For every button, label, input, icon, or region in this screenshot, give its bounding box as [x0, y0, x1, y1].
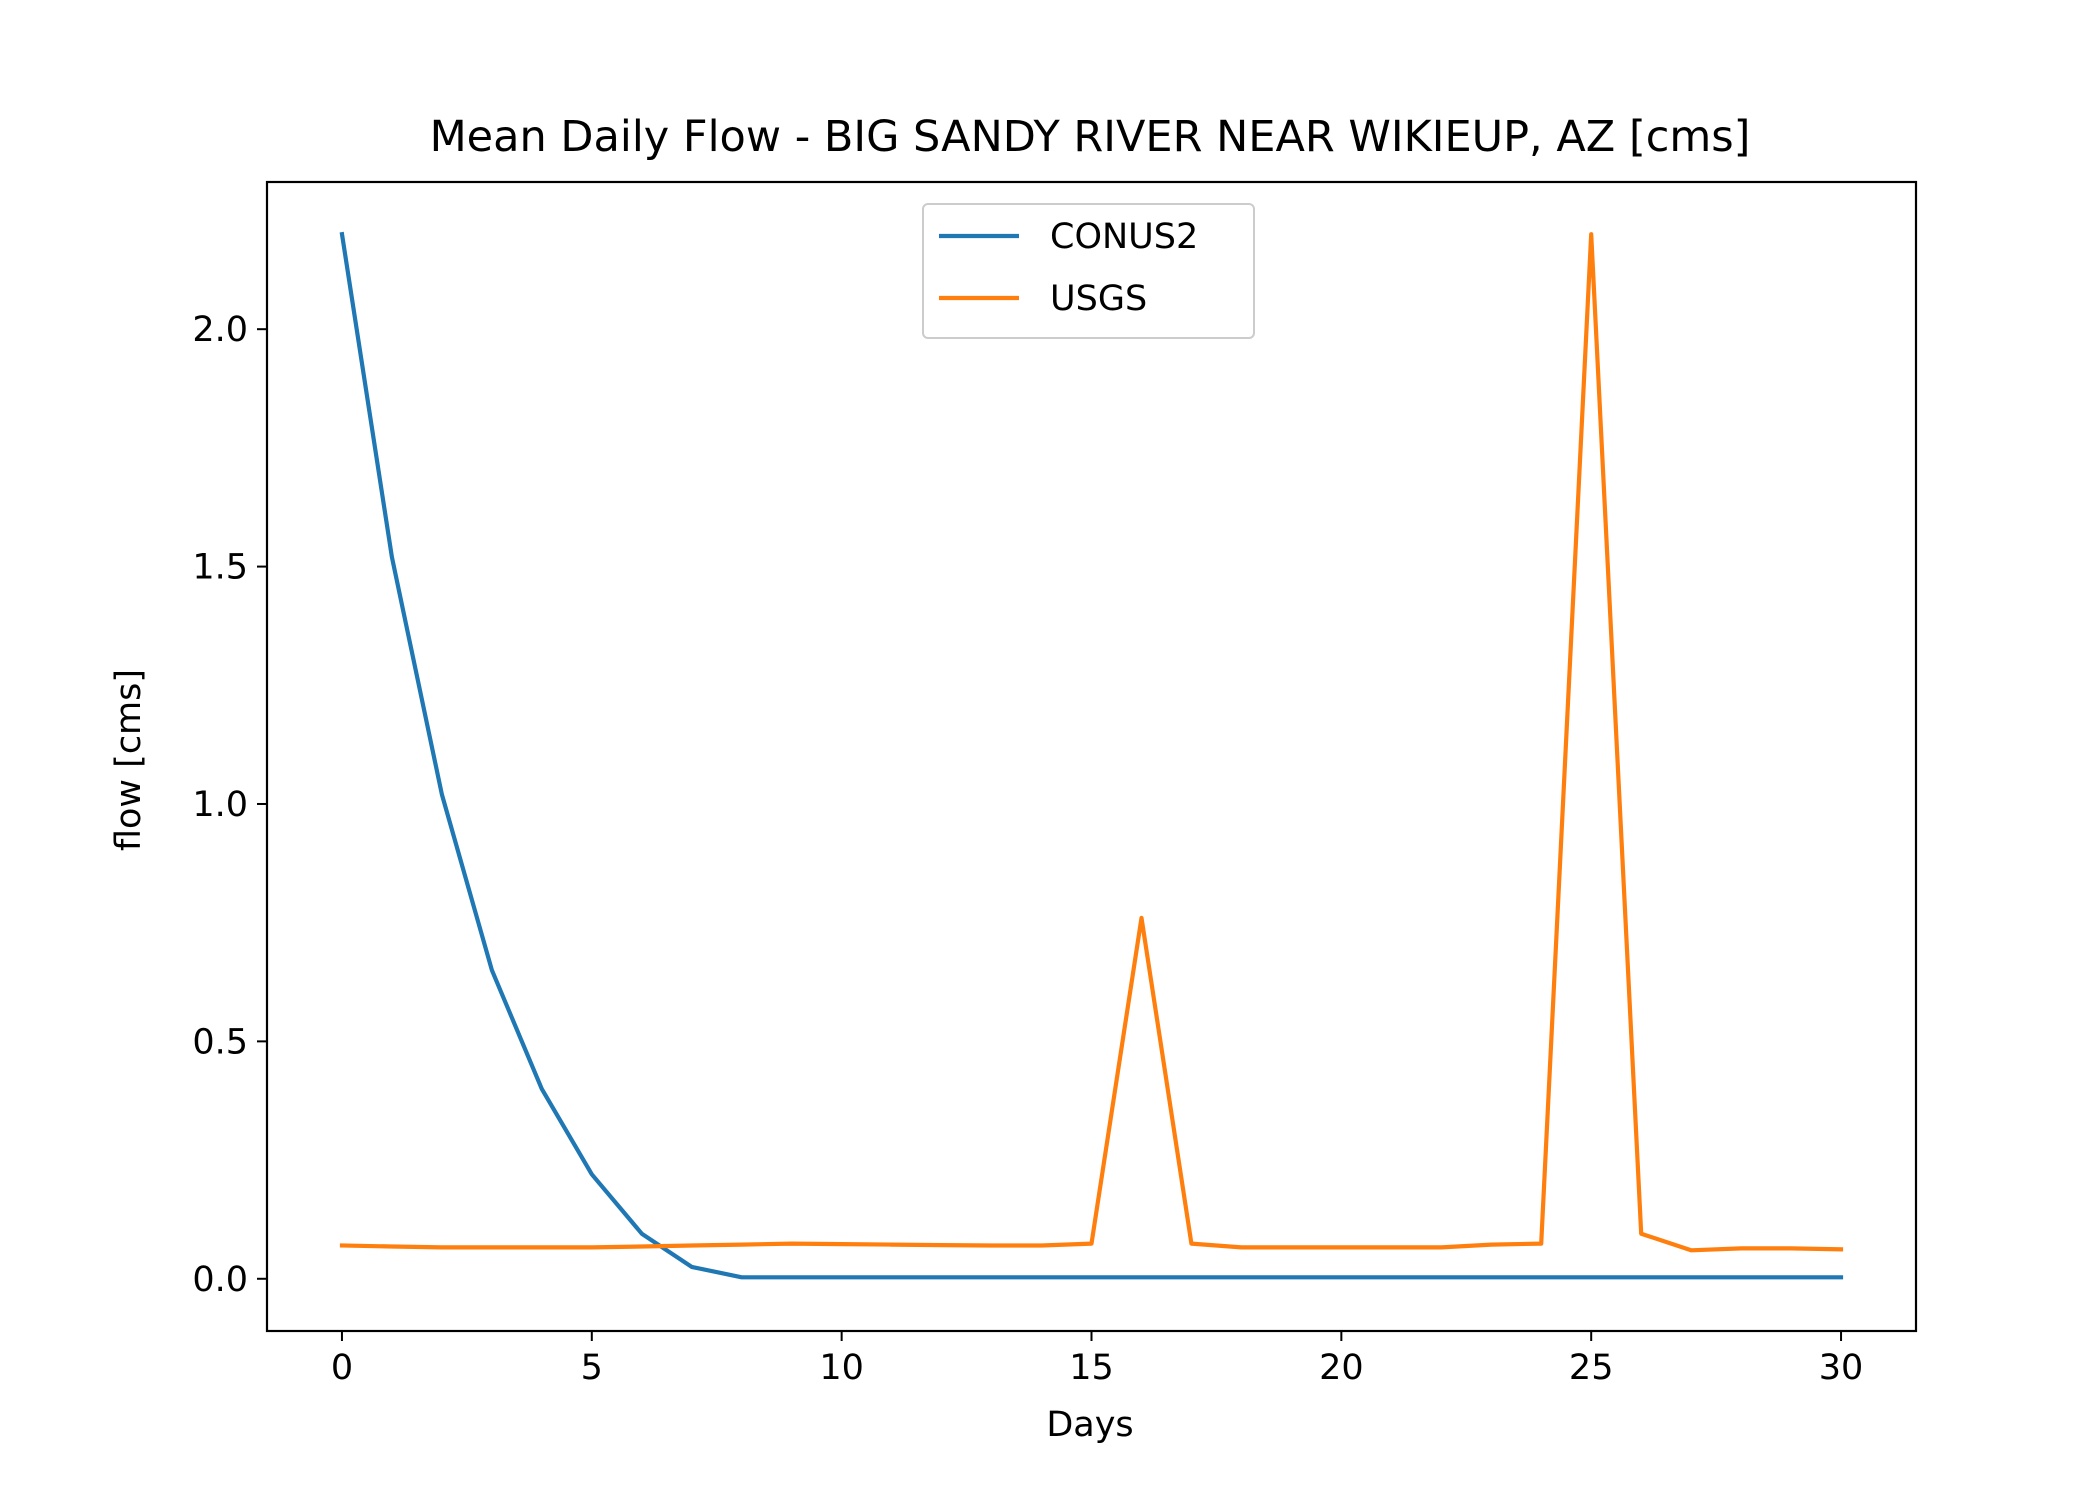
y-tick-label: 0.5 [192, 1022, 248, 1062]
legend-label: USGS [1050, 279, 1147, 319]
series-line-conus2 [339, 231, 1844, 1280]
series-layer [339, 231, 1844, 1280]
y-tick-label: 1.0 [192, 785, 248, 825]
x-tick-label: 20 [1319, 1348, 1364, 1388]
y-tick-label: 0.0 [192, 1260, 248, 1300]
series-line-usgs [339, 232, 1844, 1253]
y-tick-label: 1.5 [192, 548, 248, 588]
x-tick-label: 5 [581, 1348, 603, 1388]
y-axis-ticks: 0.0 0.5 1.0 1.5 2.0 [192, 310, 267, 1300]
axes-frame [265, 180, 1918, 1333]
x-tick-label: 10 [819, 1348, 864, 1388]
x-tick-label: 0 [331, 1348, 353, 1388]
legend-label: CONUS2 [1050, 217, 1198, 257]
x-tick-label: 30 [1819, 1348, 1864, 1388]
x-axis-ticks: 0 5 10 15 20 25 30 [331, 1331, 1864, 1388]
x-tick-label: 15 [1069, 1348, 1114, 1388]
chart-title: Mean Daily Flow - BIG SANDY RIVER NEAR W… [430, 112, 1751, 162]
legend: CONUS2 USGS [922, 203, 1255, 339]
x-tick-label: 25 [1569, 1348, 1614, 1388]
x-axis-label: Days [1046, 1405, 1133, 1445]
y-axis-label: flow [cms] [109, 669, 149, 851]
y-tick-label: 2.0 [192, 310, 248, 350]
